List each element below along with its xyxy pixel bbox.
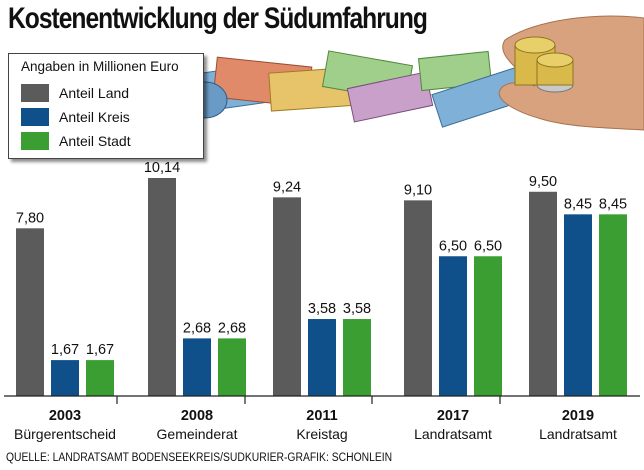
data-label: 8,45 bbox=[564, 196, 592, 212]
legend-swatch bbox=[21, 132, 49, 150]
legend-title: Angaben in Millionen Euro bbox=[21, 59, 179, 74]
coins-illustration bbox=[514, 36, 574, 93]
bar-anteil-stadt-2003 bbox=[86, 360, 114, 396]
bar-group-2008: 10,14 2,68 2,68 2008 Gemeinderat bbox=[144, 160, 246, 442]
bar-group-2017: 9,10 6,50 6,50 2017 Landratsamt bbox=[404, 182, 502, 442]
x-tick-label: 2011 bbox=[306, 408, 337, 424]
x-tick-label: 2003 bbox=[49, 408, 81, 424]
x-tick-sublabel: Bürgerentscheid bbox=[14, 426, 116, 442]
source-note: QUELLE: LANDRATSAMT BODENSEEKREIS/SÜDKUR… bbox=[6, 452, 393, 464]
bar-anteil-kreis-2003 bbox=[51, 360, 79, 396]
data-label: 2,68 bbox=[183, 320, 211, 336]
data-label: 9,10 bbox=[404, 182, 432, 198]
data-label: 7,80 bbox=[16, 210, 44, 226]
x-tick-sublabel: Gemeinderat bbox=[157, 426, 238, 442]
x-tick-sublabel: Landratsamt bbox=[539, 426, 617, 442]
legend-label: Anteil Stadt bbox=[59, 133, 131, 149]
legend-swatch bbox=[21, 108, 49, 126]
data-label: 9,50 bbox=[529, 174, 557, 190]
x-tick-sublabel: Landratsamt bbox=[414, 426, 492, 442]
bar-anteil-kreis-2008 bbox=[183, 338, 211, 396]
bar-anteil-land-2011 bbox=[273, 197, 301, 396]
bar-anteil-land-2017 bbox=[404, 200, 432, 396]
legend-label: Anteil Kreis bbox=[59, 109, 130, 125]
bar-anteil-stadt-2017 bbox=[474, 256, 502, 396]
data-label: 6,50 bbox=[474, 238, 502, 254]
banknotes-illustration bbox=[182, 50, 529, 128]
bar-anteil-kreis-2019 bbox=[564, 214, 592, 396]
data-label: 3,58 bbox=[308, 301, 336, 317]
data-label: 9,24 bbox=[273, 179, 301, 195]
bar-anteil-land-2008 bbox=[148, 178, 176, 396]
data-label: 1,67 bbox=[51, 342, 79, 358]
bar-anteil-kreis-2011 bbox=[308, 319, 336, 396]
bar-anteil-stadt-2011 bbox=[343, 319, 371, 396]
bar-group-2019: 9,50 8,45 8,45 2019 Landratsamt bbox=[529, 174, 627, 442]
data-label: 1,67 bbox=[86, 342, 114, 358]
legend: Angaben in Millionen Euro Anteil Land An… bbox=[8, 53, 204, 159]
money-hand-illustration bbox=[182, 15, 644, 131]
data-label: 2,68 bbox=[218, 320, 246, 336]
bar-anteil-land-2019 bbox=[529, 191, 557, 396]
bar-group-2011: 9,24 3,58 3,58 2011 Kreistag bbox=[273, 179, 371, 442]
bar-anteil-stadt-2019 bbox=[599, 214, 627, 396]
x-tick-sublabel: Kreistag bbox=[296, 426, 347, 442]
bar-group-2003: 7,80 1,67 1,67 2003 Bürgerentscheid bbox=[14, 210, 116, 442]
x-tick-label: 2019 bbox=[562, 408, 594, 424]
bar-chart: 7,80 1,67 1,67 2003 Bürgerentscheid 10,14 2,68… bbox=[4, 160, 640, 442]
legend-swatch bbox=[21, 84, 49, 102]
legend-label: Anteil Land bbox=[59, 85, 130, 101]
data-label: 6,50 bbox=[439, 238, 467, 254]
bar-anteil-stadt-2008 bbox=[218, 338, 246, 396]
x-tick-label: 2017 bbox=[437, 408, 469, 424]
data-label: 8,45 bbox=[599, 196, 627, 212]
chart-title: Kostenentwicklung der Südumfahrung bbox=[8, 2, 428, 35]
data-label: 10,14 bbox=[144, 160, 180, 176]
bar-anteil-kreis-2017 bbox=[439, 256, 467, 396]
bar-anteil-land-2003 bbox=[16, 228, 44, 396]
data-label: 3,58 bbox=[343, 301, 371, 317]
x-tick-label: 2008 bbox=[181, 408, 213, 424]
